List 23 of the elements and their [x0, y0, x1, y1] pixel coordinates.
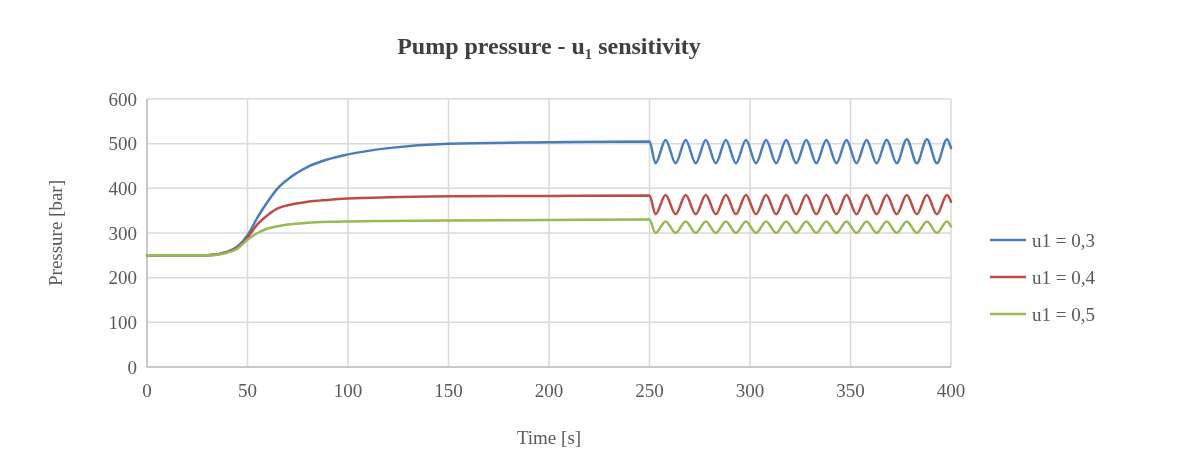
x-tick-label: 250	[635, 380, 664, 401]
x-tick-label: 50	[238, 380, 257, 401]
legend-label: u1 = 0,3	[1032, 229, 1095, 251]
y-tick-label: 200	[108, 267, 137, 289]
x-tick-label: 350	[836, 380, 865, 401]
x-tick-label: 150	[434, 380, 463, 401]
legend-label: u1 = 0,4	[1032, 266, 1096, 288]
x-tick-label: 100	[333, 380, 363, 401]
legend-label: u1 = 0,5	[1032, 303, 1095, 325]
y-axis-title: Pressure [bar]	[45, 179, 66, 287]
x-tick-label: 400	[936, 380, 966, 401]
y-tick-label: 300	[108, 222, 137, 244]
y-tick-label: 0	[127, 356, 137, 378]
x-tick-label: 300	[735, 380, 765, 401]
y-tick-label: 500	[108, 133, 137, 155]
x-tick-label: 0	[142, 380, 152, 401]
x-axis-title: Time [s]	[516, 427, 582, 448]
x-tick-label: 200	[534, 380, 564, 401]
y-tick-label: 100	[108, 311, 137, 333]
chart-title: Pump pressure - u₁ sensitivity	[397, 33, 701, 59]
y-tick-label: 400	[108, 177, 137, 199]
line-series	[145, 218, 953, 257]
y-tick-label: 600	[108, 88, 137, 110]
